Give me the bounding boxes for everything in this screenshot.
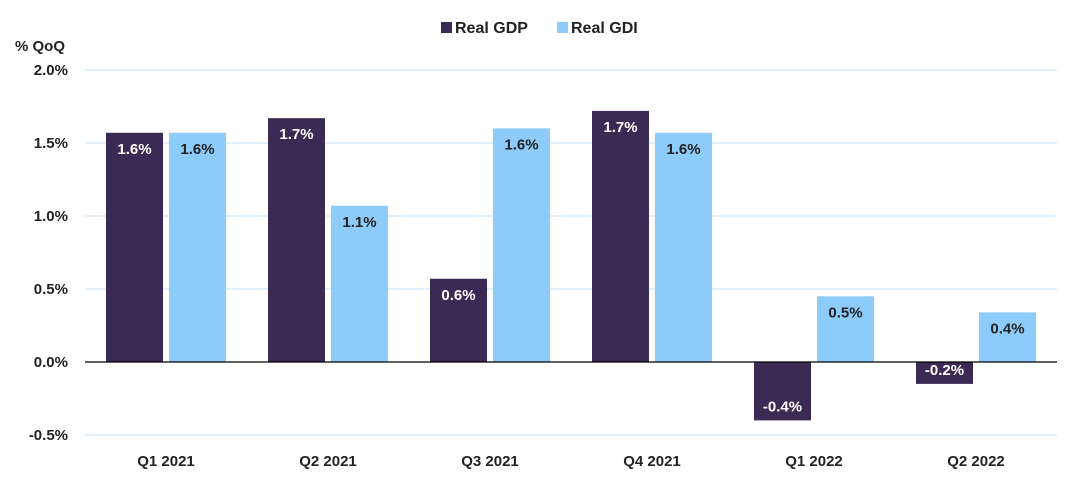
legend-label-1: Real GDI: [571, 20, 638, 37]
gridlines: [85, 69, 1057, 436]
data-label: 0.4%: [990, 320, 1024, 337]
data-label: 1.6%: [180, 141, 214, 158]
y-axis-title: % QoQ: [15, 38, 65, 55]
x-axis-categories: Q1 2021 Q2 2021 Q3 2021 Q4 2021 Q1 2022 Q2 20…: [137, 453, 1005, 470]
bar-real-gdp: [754, 362, 811, 421]
x-category-label: Q1 2022: [785, 453, 843, 470]
x-category-label: Q4 2021: [623, 453, 681, 470]
data-labels: 1.6% 1.6% 1.7% 1.1% 0.6% 1.6% 1.7% 1.6% -0.4% 0.5…: [117, 119, 1024, 416]
legend-label-0: Real GDP: [455, 20, 528, 37]
y-tick-label: 1.0%: [34, 208, 68, 225]
y-tick-label: -0.5%: [29, 427, 68, 444]
data-label: 1.6%: [666, 141, 700, 158]
bar-real-gdp: [268, 118, 325, 363]
data-label: -0.4%: [763, 398, 802, 415]
data-label: 1.1%: [342, 214, 376, 231]
x-category-label: Q2 2021: [299, 453, 357, 470]
data-label: 0.6%: [441, 287, 475, 304]
bar-real-gdp: [430, 278, 487, 362]
bar-real-gdi: [331, 205, 388, 362]
data-label: 1.7%: [279, 126, 313, 143]
data-label: 1.6%: [117, 141, 151, 158]
bar-real-gdp: [916, 362, 973, 384]
x-category-label: Q2 2022: [947, 453, 1005, 470]
legend-swatch-0: [441, 22, 452, 33]
y-tick-label: 0.5%: [34, 281, 68, 298]
legend-swatch-1: [557, 22, 568, 33]
y-tick-label: 0.0%: [34, 354, 68, 371]
y-axis-ticks: -0.5% 0.0% 0.5% 1.0% 1.5% 2.0%: [29, 62, 68, 444]
data-label: 0.5%: [828, 304, 862, 321]
legend: Real GDP Real GDI: [441, 20, 638, 37]
data-label: 1.7%: [603, 119, 637, 136]
y-tick-label: 2.0%: [34, 62, 68, 79]
x-category-label: Q3 2021: [461, 453, 519, 470]
y-tick-label: 1.5%: [34, 135, 68, 152]
data-label: 1.6%: [504, 136, 538, 153]
bar-real-gdi: [655, 132, 712, 362]
bars: [106, 110, 1036, 421]
x-category-label: Q1 2021: [137, 453, 195, 470]
data-label: -0.2%: [925, 362, 964, 379]
bar-real-gdi: [979, 312, 1036, 362]
bar-real-gdi: [817, 296, 874, 362]
bar-real-gdp: [592, 110, 649, 362]
bar-real-gdi: [493, 128, 550, 362]
bar-real-gdi: [169, 132, 226, 362]
bar-real-gdp: [106, 132, 163, 362]
